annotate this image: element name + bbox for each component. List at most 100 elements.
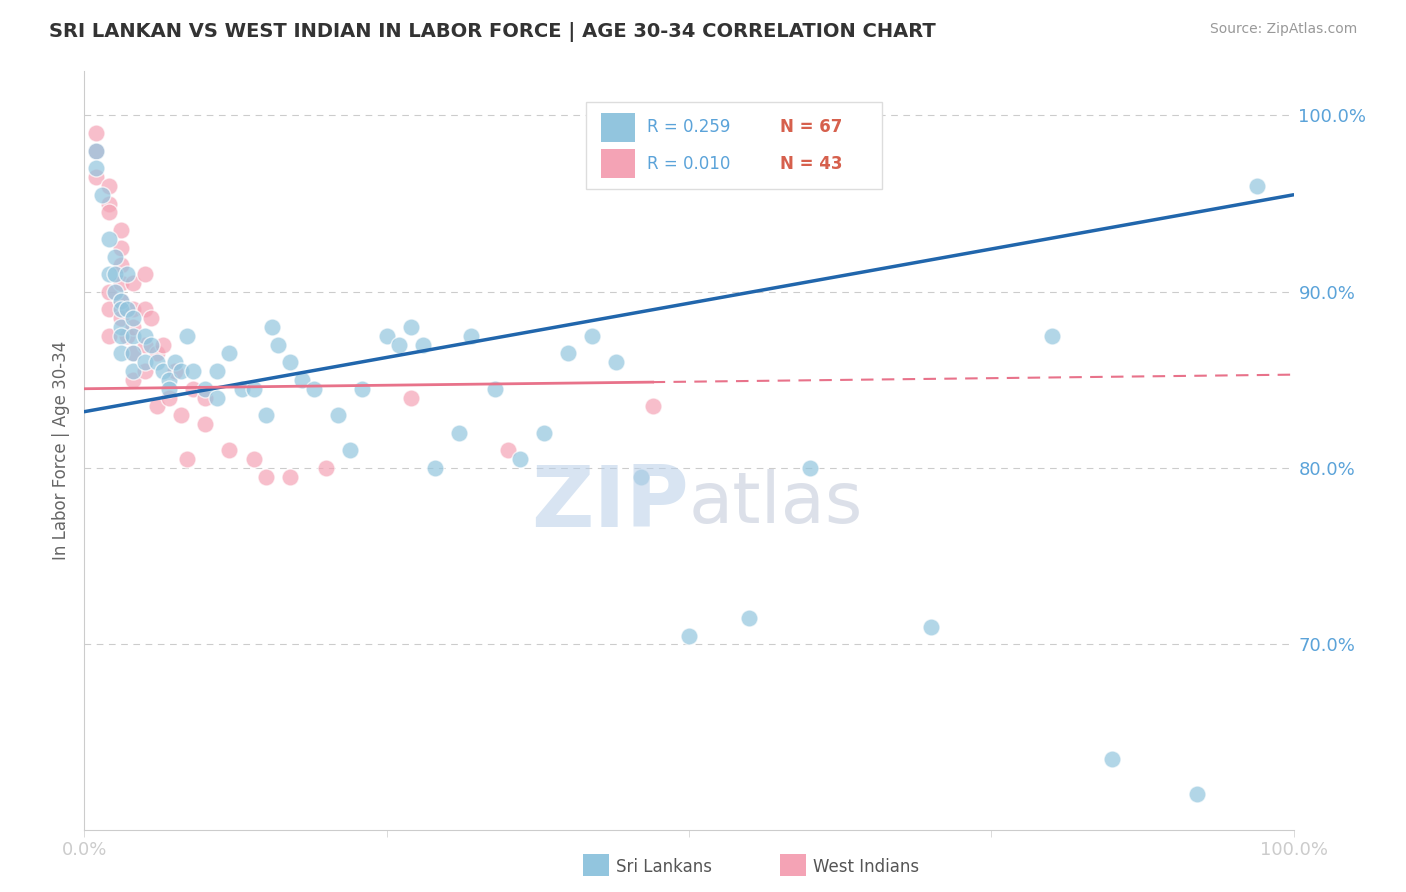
Point [134,364,156,378]
Point [484,382,506,396]
Point [165,364,187,378]
Point [496,443,519,458]
Point [267,337,290,351]
Point [242,382,264,396]
Point [1040,329,1063,343]
Point [157,382,180,396]
Point [231,382,253,396]
Point [181,364,204,378]
Point [738,611,761,625]
Text: N = 67: N = 67 [780,119,842,136]
Point [920,620,942,634]
FancyBboxPatch shape [586,102,883,189]
Text: Sri Lankans: Sri Lankans [616,858,711,876]
Point [110,311,132,326]
Point [260,320,283,334]
Point [97,205,120,219]
Point [254,470,277,484]
Point [278,470,301,484]
Text: Source: ZipAtlas.com: Source: ZipAtlas.com [1209,22,1357,37]
Point [86,126,108,140]
Point [121,311,143,326]
Text: R = 0.259: R = 0.259 [647,119,730,136]
Point [207,364,229,378]
Point [181,382,204,396]
Bar [600,150,634,178]
Point [218,443,240,458]
Text: R = 0.010: R = 0.010 [647,155,730,173]
Text: ZIP: ZIP [531,462,689,545]
Point [110,329,132,343]
Point [97,178,120,193]
Point [86,144,108,158]
Point [121,276,143,290]
Point [339,443,361,458]
Point [460,329,482,343]
Text: N = 43: N = 43 [780,155,842,173]
Point [104,250,127,264]
Point [110,241,132,255]
Point [97,302,120,317]
Point [152,364,174,378]
Point [157,391,180,405]
Point [254,408,277,422]
Bar [600,113,634,142]
Point [110,293,132,308]
Point [134,329,156,343]
Point [1101,752,1123,766]
Point [97,196,120,211]
Point [170,364,193,378]
Point [97,267,120,281]
Point [1246,178,1268,193]
Point [352,382,374,396]
Point [115,267,138,281]
Point [110,320,132,334]
Point [509,452,531,467]
Point [134,337,156,351]
Point [121,373,143,387]
Point [242,452,264,467]
Point [291,373,314,387]
Point [302,382,325,396]
Point [110,223,132,237]
Point [110,276,132,290]
Point [399,320,422,334]
Point [678,629,700,643]
Point [121,329,143,343]
Point [110,293,132,308]
Point [194,391,217,405]
Point [194,417,217,431]
Point [121,320,143,334]
Point [412,337,434,351]
Point [110,346,132,360]
Point [1185,787,1208,801]
Text: SRI LANKAN VS WEST INDIAN IN LABOR FORCE | AGE 30-34 CORRELATION CHART: SRI LANKAN VS WEST INDIAN IN LABOR FORCE… [49,22,936,42]
Point [86,161,108,176]
Point [581,329,603,343]
Point [139,337,162,351]
Point [97,232,120,246]
Point [799,461,821,475]
Point [110,258,132,272]
Point [315,461,337,475]
Point [121,346,143,360]
Point [278,355,301,369]
Point [146,400,169,414]
Point [134,267,156,281]
Point [104,285,127,299]
Point [605,355,627,369]
Point [630,470,652,484]
Point [121,302,143,317]
Point [115,329,138,343]
Point [134,302,156,317]
Point [86,170,108,185]
Point [152,337,174,351]
Point [110,302,132,317]
Point [97,285,120,299]
Point [146,355,169,369]
Point [176,452,198,467]
Point [121,346,143,360]
Point [375,329,398,343]
Point [165,355,187,369]
Point [218,346,240,360]
